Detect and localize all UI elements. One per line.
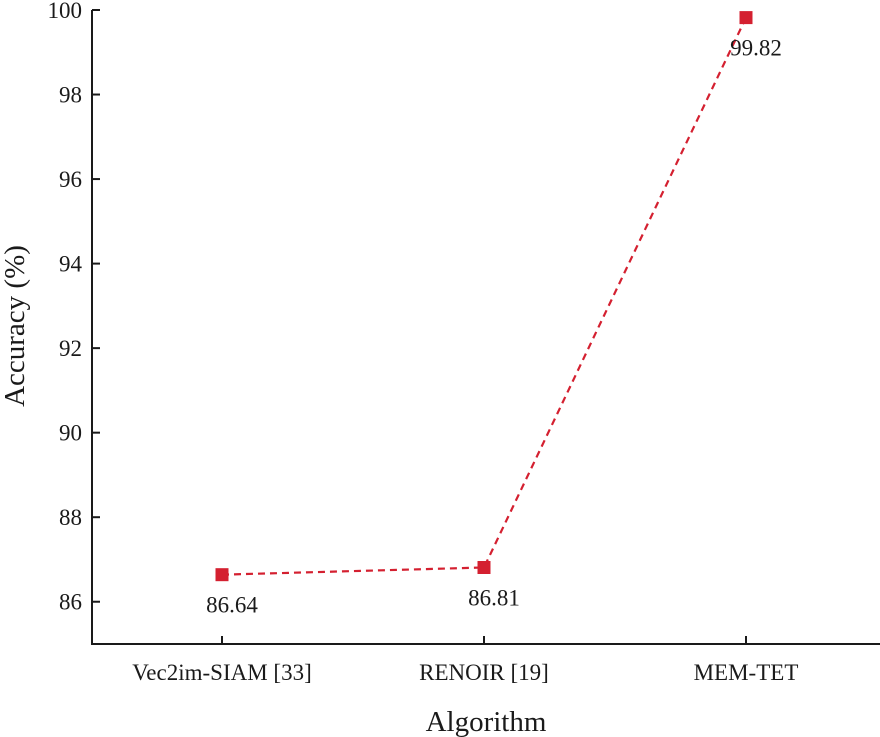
y-tick-label: 90 bbox=[59, 421, 82, 446]
y-tick-label: 100 bbox=[48, 0, 83, 23]
axis-lines bbox=[91, 10, 880, 645]
x-tick-label: RENOIR [19] bbox=[419, 660, 549, 685]
x-tick-label: MEM-TET bbox=[694, 660, 799, 685]
data-label: 86.81 bbox=[468, 585, 520, 610]
data-label: 99.82 bbox=[730, 36, 782, 61]
x-tick-label: Vec2im-SIAM [33] bbox=[132, 660, 312, 685]
y-axis-title: Accuracy (%) bbox=[0, 245, 31, 407]
y-tick-label: 92 bbox=[59, 336, 82, 361]
y-tick-label: 96 bbox=[59, 167, 82, 192]
y-tick-label: 86 bbox=[59, 590, 82, 615]
x-axis-title: Algorithm bbox=[426, 706, 547, 737]
series-line bbox=[221, 17, 747, 576]
y-tick-label: 98 bbox=[59, 83, 82, 108]
data-point bbox=[215, 568, 229, 582]
data-label: 86.64 bbox=[206, 593, 258, 618]
plot-area: 86 88 90 92 94 96 98 100 Vec2im-SIAM [33] RENOIR … bbox=[48, 0, 880, 685]
data-point bbox=[477, 560, 491, 574]
y-tick-label: 94 bbox=[59, 252, 83, 277]
y-tick-label: 88 bbox=[59, 505, 82, 530]
data-point bbox=[739, 11, 753, 25]
